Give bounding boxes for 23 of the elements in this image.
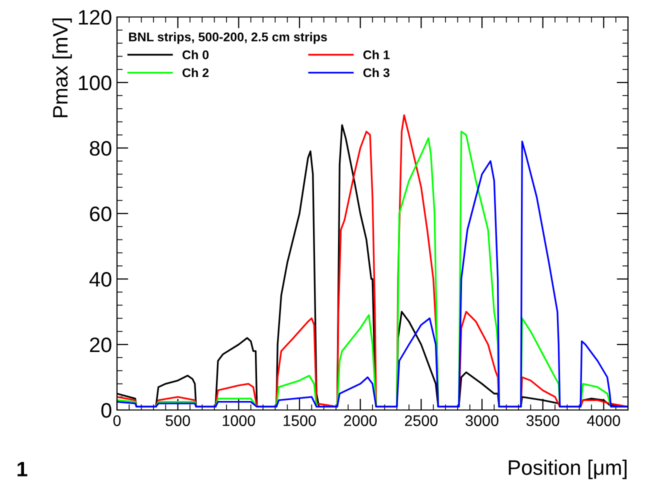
x-tick-label: 3000 [466, 415, 498, 426]
y-tick-label: 40 [89, 272, 112, 287]
y-tick-label: 120 [78, 10, 112, 25]
legend-label: Ch 0 [182, 50, 209, 60]
legend-label: Ch 1 [363, 50, 390, 60]
y-tick-label: 20 [90, 338, 112, 352]
y-axis-title: Pmax [mV] [52, 18, 72, 118]
legend-label: Ch 3 [363, 68, 390, 78]
x-tick-label: 2000 [344, 415, 377, 426]
text: 1 [18, 462, 28, 476]
legend-title: BNL strips, 500-200, 2.5 cm strips [129, 32, 327, 44]
x-tick-label: 1500 [284, 415, 316, 426]
x-axis-title: Position [μm] [508, 460, 627, 480]
legend-label: Ch 2 [182, 68, 209, 78]
x-tick-label: 4000 [587, 415, 620, 426]
x-tick-label: 2500 [404, 415, 438, 426]
y-tick-label: 60 [90, 206, 112, 222]
x-tick-label: 3500 [526, 415, 560, 426]
y-tick-label: 100 [78, 76, 112, 90]
x-tick-label: 500 [166, 415, 190, 426]
x-tick-label: 0 [113, 415, 121, 426]
x-tick-label: 1000 [222, 415, 256, 426]
y-tick-label: 80 [90, 141, 112, 156]
